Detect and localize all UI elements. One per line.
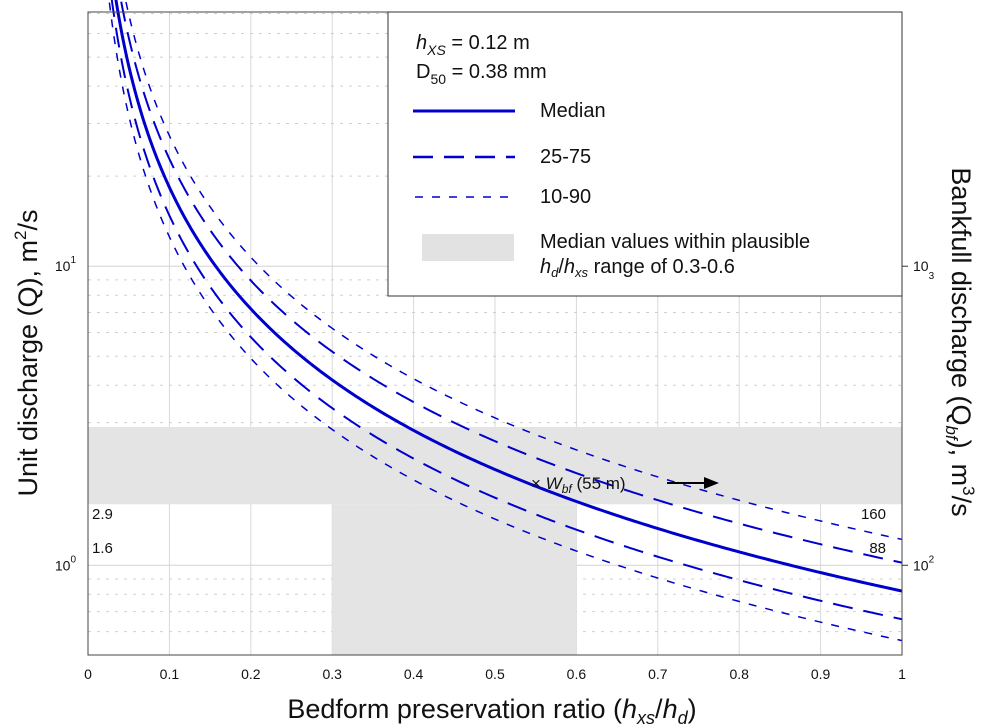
band-label-left-bottom: 1.6 [92,540,113,557]
x-tick-label: 1 [898,666,906,682]
annotation-arrow-head [704,477,719,489]
band-label-right-bottom: 88 [869,540,886,557]
annotation-w-sub: bf [562,482,574,496]
right-y-axis-ticks: 102103104 [902,258,935,573]
x-tick-label: 0.4 [404,666,424,682]
x-tick-label: 0 [84,666,92,682]
legend-10-90-label: 10-90 [540,186,591,208]
right-y-tick-label: 103 [913,258,935,282]
legend-25-75-label: 25-75 [540,146,591,168]
left-y-tick-label: 100 [55,554,77,573]
shaded-region [88,426,902,655]
band-label-right-top: 160 [861,506,886,523]
curve-median [114,0,903,593]
legend-d50: D50 = 0.38 mm [416,61,547,87]
curve-10 [108,0,903,642]
annotation-w: W [546,474,564,493]
band-label-left-top: 2.9 [92,506,113,523]
curve-90 [124,0,903,541]
curves [108,0,903,642]
x-tick-label: 0.8 [729,666,749,682]
left-y-axis-title: Unit discharge (Q), m2/s [11,209,43,496]
legend-shade-swatch [422,234,514,261]
x-tick-label: 0.3 [322,666,342,682]
curve-75 [119,0,903,564]
x-tick-label: 0.7 [648,666,668,682]
x-tick-label: 0.9 [811,666,831,682]
width-annotation: × Wbf (55 m) [531,474,626,496]
x-tick-label: 0.5 [485,666,505,682]
annotation-rest: (55 m) [572,474,626,493]
curve-25 [110,0,903,621]
legend-shade-label-1: Median values within plausible [540,231,810,253]
legend: hXS = 0.12 m D50 = 0.38 mm Median 25-75 … [387,11,903,297]
x-axis-title: Bedform preservation ratio (hxs/hd) [287,694,696,726]
x-tick-label: 0.2 [241,666,261,682]
legend-median-label: Median [540,100,606,122]
right-y-tick-label: 102 [913,554,935,573]
left-y-tick-label: 101 [55,255,77,274]
right-y-axis-title: Bankfull discharge (Qbf), m3/s [942,167,978,516]
x-tick-label: 0.6 [567,666,587,682]
legend-hxs: hXS = 0.12 m [416,32,530,58]
shaded-band-vertical [332,504,577,655]
shaded-band-horizontal [88,426,902,505]
legend-shade-label-2: hd/hxs range of 0.3-0.6 [540,256,735,280]
x-axis-ticks: 0 0.1 0.2 0.3 0.4 0.5 0.6 0.7 0.8 0.9 1 [84,666,906,682]
annotation-marker: × [531,474,541,493]
x-tick-label: 0.1 [160,666,180,682]
